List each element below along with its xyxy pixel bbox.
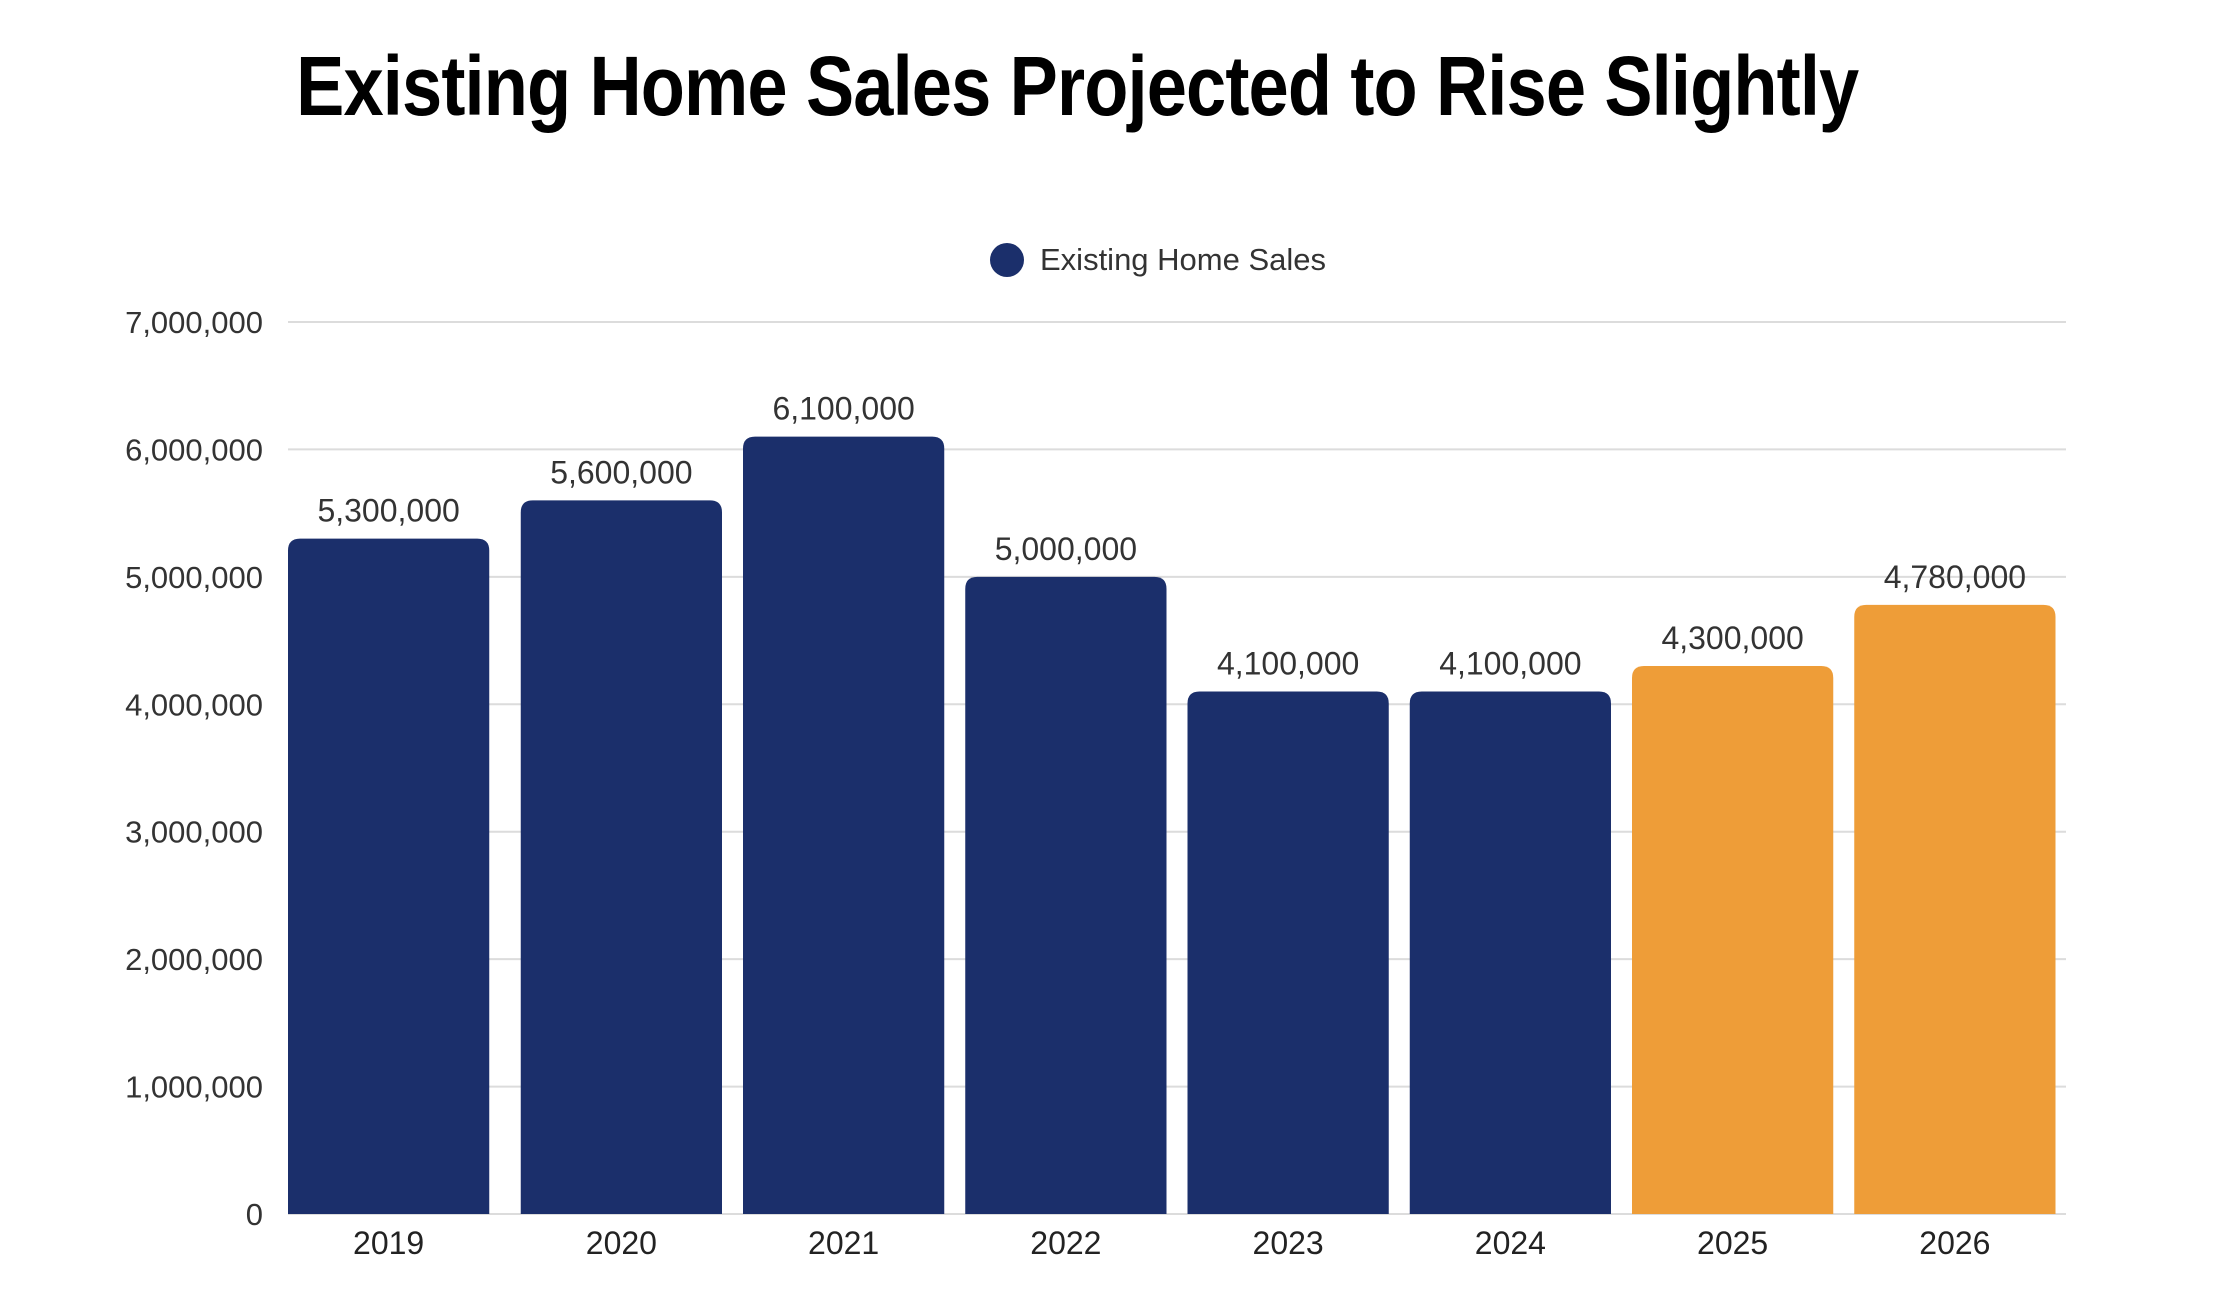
legend: Existing Home Sales (990, 236, 1326, 284)
data-label-2026: 4,780,000 (1884, 559, 2026, 595)
bars (288, 436, 2056, 1215)
x-axis: 2019 2020 2021 2022 2023 2024 2025 2026 (353, 1225, 1990, 1261)
x-tick-label-2026: 2026 (1919, 1225, 1990, 1261)
data-labels: 5,300,000 5,600,000 6,100,000 5,000,000 4,10… (317, 391, 2026, 682)
y-tick-label: 7,000,000 (125, 305, 263, 340)
y-tick-label: 2,000,000 (125, 942, 263, 977)
y-tick-label: 5,000,000 (125, 560, 263, 595)
chart-title: Existing Home Sales Projected to Rise Sl… (0, 36, 2214, 136)
x-tick-label-2019: 2019 (353, 1225, 424, 1261)
y-axis: 0 1,000,000 2,000,000 3,000,000 4,000,000 5,0… (125, 305, 263, 1232)
bar-2021 (743, 436, 945, 1215)
bar-2022 (965, 576, 1167, 1214)
legend-label: Existing Home Sales (1040, 242, 1327, 277)
bar-2024 (1409, 691, 1611, 1214)
x-tick-label-2021: 2021 (808, 1225, 879, 1261)
bar-2023 (1187, 691, 1389, 1214)
x-tick-label-2023: 2023 (1253, 1225, 1324, 1261)
y-tick-label: 0 (246, 1197, 263, 1232)
x-tick-label-2024: 2024 (1475, 1225, 1546, 1261)
y-tick-label: 6,000,000 (125, 432, 263, 467)
data-label-2023: 4,100,000 (1217, 646, 1359, 682)
x-tick-label-2022: 2022 (1030, 1225, 1101, 1261)
bar-2019 (288, 538, 490, 1214)
legend-swatch-icon (990, 243, 1024, 277)
data-label-2019: 5,300,000 (317, 493, 459, 529)
data-label-2021: 6,100,000 (772, 391, 914, 427)
bar-2025 (1632, 666, 1834, 1214)
y-tick-label: 1,000,000 (125, 1070, 263, 1105)
bar-2026 (1854, 604, 2056, 1214)
data-label-2024: 4,100,000 (1439, 646, 1581, 682)
data-label-2022: 5,000,000 (995, 531, 1137, 567)
bar-2020 (520, 500, 722, 1214)
chart-title-text: Existing Home Sales Projected to Rise Sl… (295, 39, 1859, 133)
y-tick-label: 4,000,000 (125, 687, 263, 722)
y-tick-label: 3,000,000 (125, 815, 263, 850)
x-tick-label-2020: 2020 (586, 1225, 657, 1261)
data-label-2020: 5,600,000 (550, 454, 692, 490)
x-tick-label-2025: 2025 (1697, 1225, 1768, 1261)
data-label-2025: 4,300,000 (1661, 620, 1803, 656)
